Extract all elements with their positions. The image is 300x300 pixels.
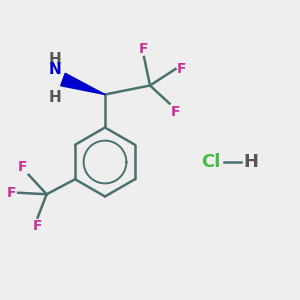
Text: F: F — [177, 62, 187, 76]
Polygon shape — [61, 73, 105, 94]
Text: Cl: Cl — [201, 153, 220, 171]
Text: F: F — [139, 41, 149, 56]
Text: F: F — [171, 105, 181, 119]
Text: F: F — [33, 219, 42, 233]
Text: H: H — [49, 90, 62, 105]
Text: F: F — [7, 186, 16, 200]
Text: H: H — [243, 153, 258, 171]
Text: H: H — [49, 52, 62, 67]
Text: F: F — [18, 160, 27, 174]
Text: N: N — [49, 62, 62, 77]
